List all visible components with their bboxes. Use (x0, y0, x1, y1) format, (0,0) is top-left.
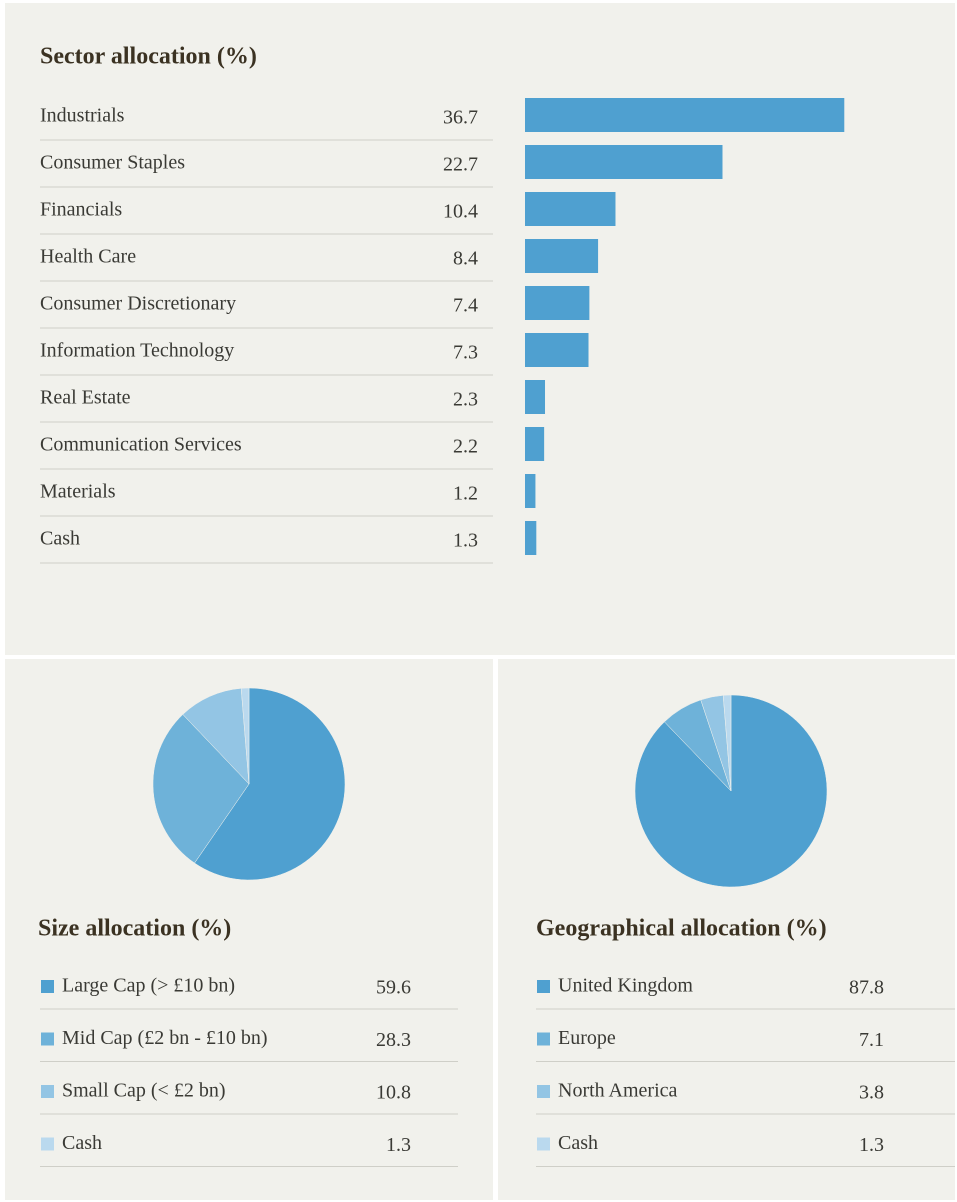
bar (525, 145, 723, 179)
legend-label: Small Cap (< £2 bn) (62, 1080, 226, 1102)
chart-title: Size allocation (%) (38, 916, 231, 942)
bar (525, 333, 589, 367)
legend-label: Mid Cap (£2 bn - £10 bn) (62, 1027, 268, 1049)
legend-swatch (537, 1137, 550, 1151)
legend-swatch (537, 980, 550, 993)
value-label: 22.7 (443, 154, 478, 176)
pie-slice (152, 714, 250, 864)
category-label: Health Care (40, 246, 136, 268)
legend-label: Cash (62, 1132, 102, 1154)
category-label: Communication Services (40, 434, 242, 456)
value-label: 3.8 (859, 1082, 884, 1104)
legend-swatch (537, 1032, 550, 1046)
legend-label: North America (558, 1080, 678, 1102)
pie-slice (722, 694, 732, 792)
bar (525, 286, 590, 320)
category-label: Consumer Discretionary (40, 293, 236, 315)
bar (525, 380, 546, 414)
category-label: Materials (40, 481, 116, 503)
pie-slice (194, 687, 346, 881)
bar (525, 474, 536, 508)
legend-label: United Kingdom (558, 975, 693, 997)
bar (525, 521, 537, 555)
value-label: 7.4 (453, 295, 478, 317)
bar (525, 239, 599, 273)
value-label: 10.4 (443, 201, 478, 223)
value-label: 2.3 (453, 389, 478, 411)
pie-slice (240, 687, 250, 785)
bar (525, 192, 616, 226)
legend-swatch (537, 1085, 550, 1098)
legend-swatch (41, 1032, 54, 1046)
value-label: 28.3 (376, 1029, 411, 1051)
value-label: 8.4 (453, 248, 478, 270)
category-label: Industrials (40, 105, 125, 127)
value-label: 1.3 (453, 530, 478, 552)
value-label: 1.3 (386, 1134, 411, 1156)
chart-title: Sector allocation (%) (40, 44, 257, 70)
legend-label: Cash (558, 1132, 598, 1154)
value-label: 1.2 (453, 483, 478, 505)
legend-swatch (41, 980, 54, 993)
value-label: 87.8 (849, 977, 884, 999)
legend-label: Europe (558, 1027, 616, 1049)
category-label: Consumer Staples (40, 152, 185, 174)
category-label: Real Estate (40, 387, 131, 409)
category-label: Financials (40, 199, 122, 221)
legend-swatch (41, 1085, 54, 1098)
category-label: Cash (40, 528, 80, 550)
value-label: 7.1 (859, 1029, 884, 1051)
value-label: 59.6 (376, 977, 411, 999)
bar (525, 98, 845, 132)
value-label: 1.3 (859, 1134, 884, 1156)
value-label: 10.8 (376, 1082, 411, 1104)
bar (525, 427, 545, 461)
value-label: 36.7 (443, 107, 478, 129)
value-label: 7.3 (453, 342, 478, 364)
legend-swatch (41, 1137, 54, 1151)
legend-label: Large Cap (> £10 bn) (62, 975, 235, 997)
category-label: Information Technology (40, 340, 234, 362)
value-label: 2.2 (453, 436, 478, 458)
chart-title: Geographical allocation (%) (536, 916, 827, 942)
